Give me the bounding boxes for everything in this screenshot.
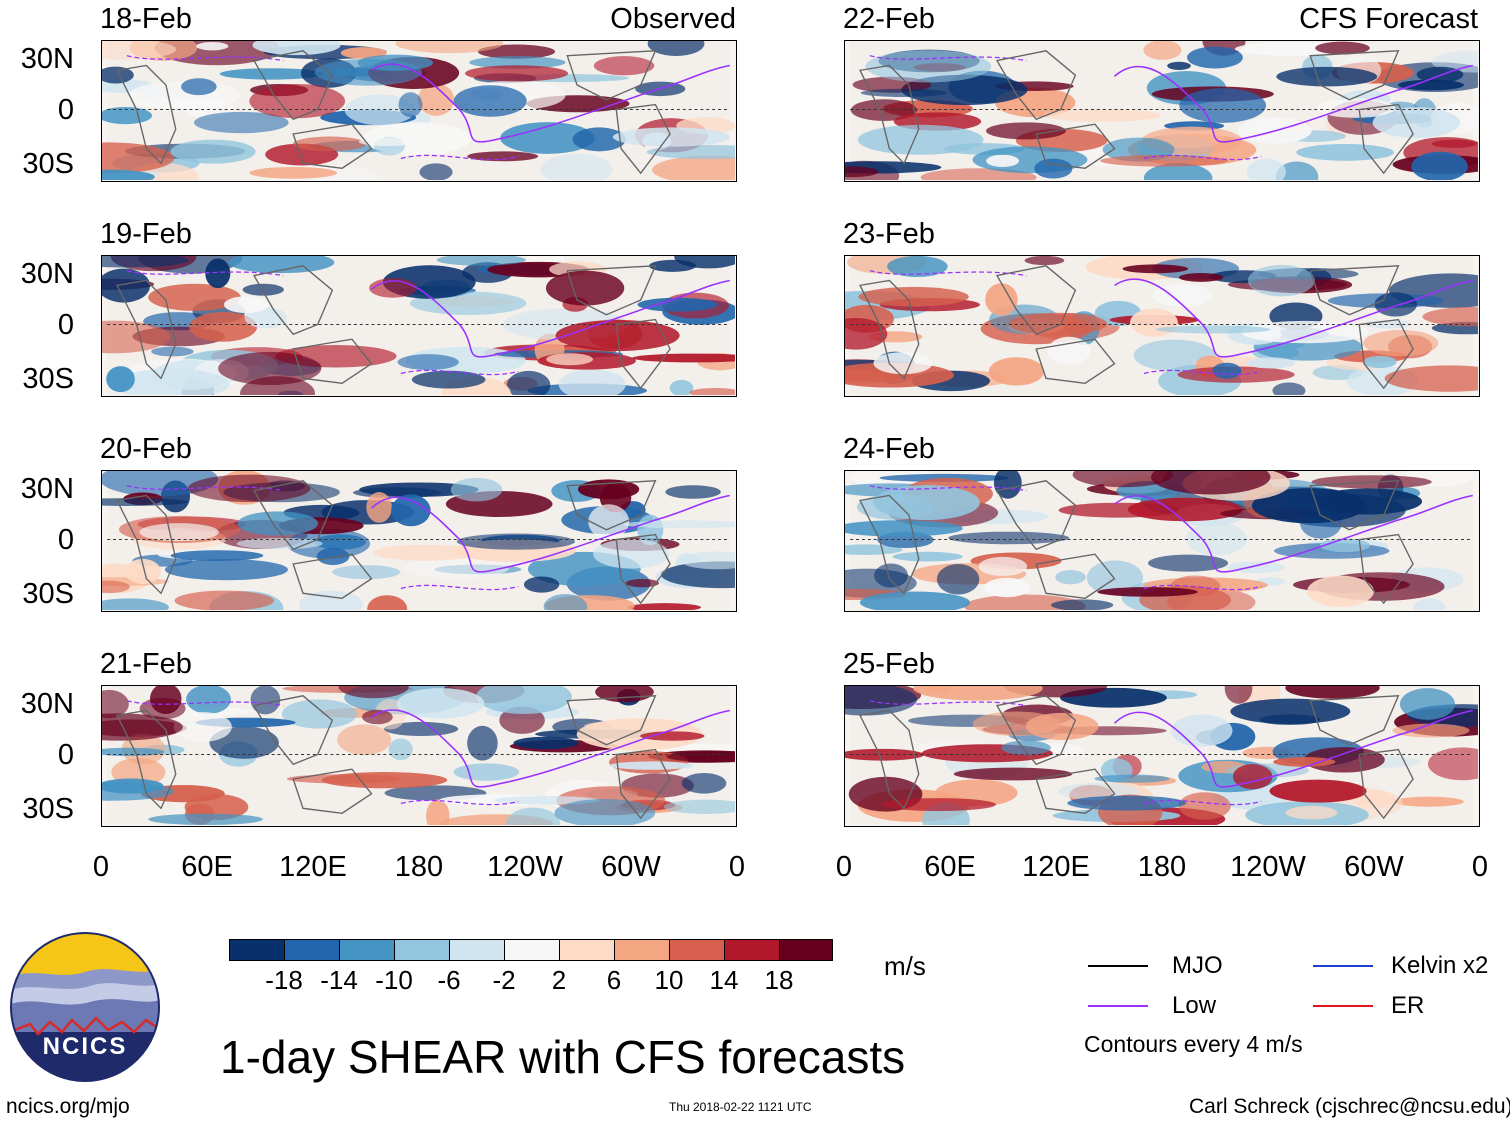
lat-label-30s: 30S — [22, 148, 74, 180]
lon-label-120w: 120W — [487, 851, 563, 883]
lon-label-0: 0 — [1471, 851, 1489, 883]
colorbar — [229, 939, 833, 961]
colorbar-tick: -6 — [437, 965, 461, 995]
legend-label-er: ER — [1391, 992, 1425, 1019]
colorbar-swatch — [559, 939, 615, 961]
shear-map — [844, 470, 1480, 612]
lon-label-120w: 120W — [1230, 851, 1306, 883]
legend-line-er — [1313, 1005, 1373, 1007]
ncics-logo-graphic — [10, 932, 160, 1082]
shear-map — [844, 40, 1480, 182]
lon-label-120e: 120E — [279, 851, 347, 883]
panel-date: 25-Feb — [843, 648, 935, 680]
panel-date: 19-Feb — [100, 218, 192, 250]
panel-date: 21-Feb — [100, 648, 192, 680]
lat-label-30n: 30N — [20, 258, 74, 290]
shear-field — [845, 686, 1478, 825]
colorbar-swatch — [394, 939, 450, 961]
lat-label-30s: 30S — [22, 578, 74, 610]
contour-note: Contours every 4 m/s — [1084, 1031, 1303, 1057]
shear-map — [844, 685, 1480, 827]
legend-line-low — [1088, 1005, 1148, 1007]
shear-field — [845, 256, 1478, 395]
colorbar-tick: -10 — [375, 965, 413, 995]
lon-label-60e: 60E — [924, 851, 976, 883]
colorbar-tick: 2 — [551, 965, 567, 995]
colorbar-swatch — [614, 939, 670, 961]
panel-date: 23-Feb — [843, 218, 935, 250]
timestamp: Thu 2018-02-22 1121 UTC — [669, 1100, 812, 1114]
lon-label-120e: 120E — [1022, 851, 1090, 883]
panel-date: 20-Feb — [100, 433, 192, 465]
panel-tag-observed: Observed — [610, 3, 736, 35]
shear-field — [102, 256, 735, 395]
panel-date: 22-Feb — [843, 3, 935, 35]
colorbar-tick: -18 — [265, 965, 303, 995]
lon-label-0: 0 — [92, 851, 110, 883]
legend-line-mjo — [1088, 965, 1148, 967]
shear-map — [101, 255, 737, 397]
colorbar-tick: 6 — [606, 965, 622, 995]
lon-label-60w: 60W — [601, 851, 661, 883]
lat-label-30s: 30S — [22, 793, 74, 825]
legend-label-low: Low — [1172, 992, 1217, 1019]
panel-date: 24-Feb — [843, 433, 935, 465]
legend-label-mjo: MJO — [1172, 952, 1223, 979]
colorbar-tick: -2 — [492, 965, 516, 995]
author-credit: Carl Schreck (cjschrec@ncsu.edu) — [1189, 1095, 1510, 1118]
lat-label-30n: 30N — [20, 43, 74, 75]
lon-label-0: 0 — [728, 851, 746, 883]
legend-line-kelvin — [1313, 965, 1373, 967]
shear-field — [102, 686, 735, 825]
lat-label-eq: 0 — [57, 94, 74, 126]
website-link[interactable]: ncics.org/mjo — [6, 1095, 130, 1118]
panel-date: 18-Feb — [100, 3, 192, 35]
shear-map — [101, 685, 737, 827]
lat-label-30n: 30N — [20, 688, 74, 720]
lon-label-60e: 60E — [181, 851, 233, 883]
shear-map — [101, 470, 737, 612]
colorbar-swatch — [229, 939, 285, 961]
colorbar-swatch — [669, 939, 725, 961]
colorbar-tick: -14 — [320, 965, 358, 995]
shear-field — [102, 41, 735, 180]
shear-map — [101, 40, 737, 182]
ncics-logo: NCICS — [10, 932, 160, 1082]
lon-label-180: 180 — [394, 851, 444, 883]
logo-text: NCICS — [42, 1033, 128, 1060]
shear-field — [845, 41, 1478, 180]
legend-label-kelvin: Kelvin x2 — [1391, 952, 1489, 979]
lat-label-30s: 30S — [22, 363, 74, 395]
shear-field — [845, 471, 1475, 610]
colorbar-tick: 18 — [764, 965, 794, 995]
colorbar-swatch — [724, 939, 780, 961]
colorbar-swatch — [779, 939, 833, 961]
colorbar-swatch — [284, 939, 340, 961]
colorbar-tick: 14 — [709, 965, 739, 995]
lat-label-eq: 0 — [57, 524, 74, 556]
lat-label-eq: 0 — [57, 309, 74, 341]
lon-label-180: 180 — [1137, 851, 1187, 883]
lat-label-eq: 0 — [57, 739, 74, 771]
lon-label-60w: 60W — [1344, 851, 1404, 883]
lon-label-0: 0 — [835, 851, 853, 883]
colorbar-swatch — [339, 939, 395, 961]
shear-field — [102, 471, 735, 610]
panel-tag-cfs-forecast: CFS Forecast — [1299, 3, 1478, 35]
colorbar-tick: 10 — [654, 965, 684, 995]
lat-label-30n: 30N — [20, 473, 74, 505]
shear-map — [844, 255, 1480, 397]
colorbar-units: m/s — [884, 951, 926, 981]
colorbar-swatch — [504, 939, 560, 961]
figure-title: 1-day SHEAR with CFS forecasts — [220, 1031, 906, 1083]
colorbar-swatch — [449, 939, 505, 961]
